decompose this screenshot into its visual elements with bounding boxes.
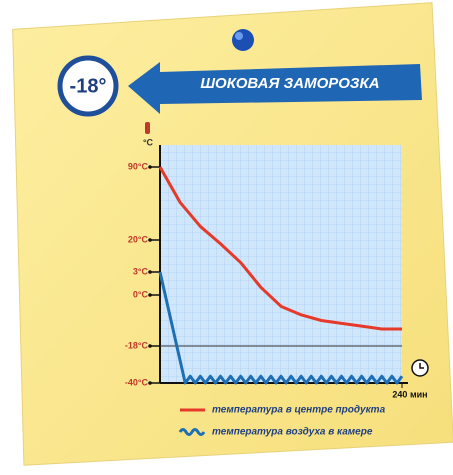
y-tick-label: 0°C — [133, 289, 149, 299]
tick-dot — [148, 381, 152, 385]
y-tick-label: -18°C — [125, 340, 149, 350]
tick-dot — [148, 293, 152, 297]
legend-swatch — [178, 428, 206, 436]
chart-title: ШОКОВАЯ ЗАМОРОЗКА — [200, 75, 379, 92]
legend-label: температура воздуха в камере — [212, 427, 373, 438]
x-tick-label: 240 мин — [392, 389, 427, 399]
badge-circle — [57, 55, 119, 117]
pin-shine — [235, 32, 243, 40]
tick-dot — [148, 165, 152, 169]
legend-label: температура в центре продукта — [212, 405, 386, 416]
series-line — [158, 166, 402, 331]
thermometer-icon — [145, 122, 150, 134]
clock-hands — [419, 363, 424, 369]
tick-dot — [148, 270, 152, 274]
plot-grid — [160, 145, 402, 383]
pin — [232, 29, 254, 51]
y-tick-label: -40°C — [125, 377, 149, 387]
y-tick-label: 3°C — [133, 266, 149, 276]
badge: -18° — [70, 75, 107, 97]
y-axis-label: °C — [143, 137, 154, 147]
tick-dot — [148, 344, 152, 348]
tick-dot — [148, 238, 152, 242]
y-tick-label: 20°C — [128, 234, 149, 244]
series-line — [158, 271, 404, 385]
y-tick-label: 90°C — [128, 161, 149, 171]
title-arrow — [128, 62, 422, 114]
